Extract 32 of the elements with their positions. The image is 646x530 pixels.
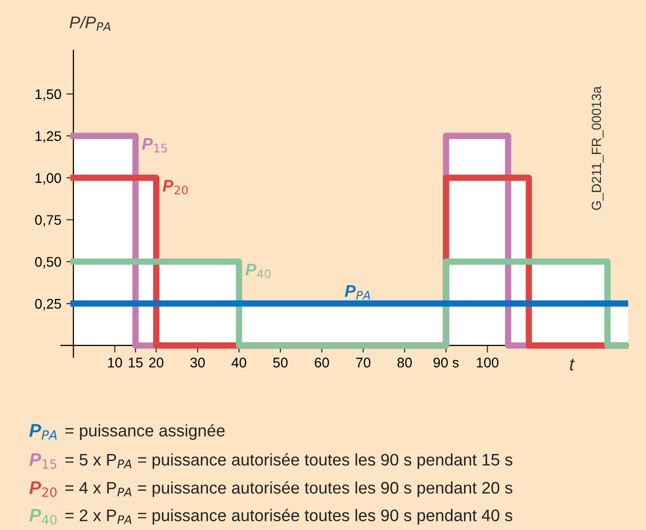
text: P$_{15}$	[29, 453, 56, 469]
text: = puissance assignée	[65, 424, 225, 440]
x-tick-label: 20	[149, 358, 164, 368]
x-tick-label: 10	[108, 358, 122, 368]
x-tick-label: 30	[190, 358, 205, 368]
x-tick-label: 80	[397, 358, 412, 368]
x-tick-label: 60	[314, 358, 329, 368]
series-label: P$_{40}$	[246, 264, 271, 278]
y-tick-label: 1,00	[36, 173, 62, 185]
text: P$_{PA}$	[29, 424, 57, 440]
series-label: P$_{PA}$	[344, 285, 370, 300]
y-tick-label: 1,50	[36, 89, 62, 101]
series-label: P$_{20}$	[162, 180, 188, 194]
x-axis-title: t	[570, 358, 575, 371]
x-tick-label: 100	[476, 358, 498, 368]
x-tick-label: 70	[356, 358, 370, 368]
text: = 5 x P$_{PA}$ = puissance autorisée toutes les 90 s pendant 15 s	[65, 453, 512, 469]
x-tick-label: 90 s	[434, 358, 459, 368]
y-tick-label: 0,50	[35, 256, 62, 268]
annotation: G_D211_FR_00013a	[592, 86, 604, 210]
text: P$_{20}$	[29, 481, 57, 497]
x-tick-label: 40	[232, 358, 246, 368]
text: = 2 x P$_{PA}$ = puissance autorisée toutes les 90 s pendant 40 s	[65, 508, 512, 525]
series-label: P$_{15}$	[142, 138, 167, 152]
y-axis-title: P/P$_{PA}$	[70, 16, 110, 31]
y-tick-label: 1,25	[36, 131, 62, 143]
x-tick-label: 15	[128, 358, 143, 368]
x-tick-label: 50	[273, 358, 288, 368]
text: = 4 x P$_{PA}$ = puissance autorisée toutes les 90 s pendant 20 s	[65, 481, 512, 498]
y-tick-label: 0,25	[35, 298, 62, 310]
y-tick-label: 0,75	[35, 215, 62, 227]
text: P$_{40}$	[29, 508, 57, 525]
